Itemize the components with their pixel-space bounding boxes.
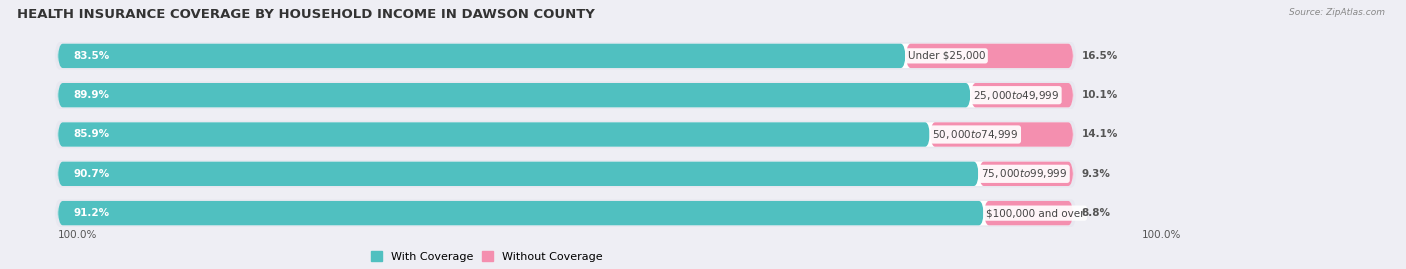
FancyBboxPatch shape [58,44,1073,68]
Text: Source: ZipAtlas.com: Source: ZipAtlas.com [1289,8,1385,17]
FancyBboxPatch shape [55,121,1077,148]
FancyBboxPatch shape [58,162,979,186]
FancyBboxPatch shape [58,44,905,68]
Legend: With Coverage, Without Coverage: With Coverage, Without Coverage [371,252,603,262]
Text: 100.0%: 100.0% [1142,230,1181,240]
FancyBboxPatch shape [58,122,1073,147]
Text: 100.0%: 100.0% [58,230,97,240]
Text: 85.9%: 85.9% [73,129,110,140]
FancyBboxPatch shape [58,83,970,107]
FancyBboxPatch shape [55,82,1077,109]
FancyBboxPatch shape [58,162,1073,186]
Text: $50,000 to $74,999: $50,000 to $74,999 [932,128,1018,141]
Text: 10.1%: 10.1% [1081,90,1118,100]
FancyBboxPatch shape [970,83,1073,107]
FancyBboxPatch shape [905,44,1073,68]
FancyBboxPatch shape [55,42,1077,70]
FancyBboxPatch shape [984,201,1073,225]
Text: 83.5%: 83.5% [73,51,110,61]
Text: $75,000 to $99,999: $75,000 to $99,999 [981,167,1067,180]
Text: 8.8%: 8.8% [1081,208,1111,218]
FancyBboxPatch shape [931,122,1073,147]
Text: 89.9%: 89.9% [73,90,110,100]
Text: 90.7%: 90.7% [73,169,110,179]
Text: $100,000 and over: $100,000 and over [986,208,1084,218]
FancyBboxPatch shape [979,162,1073,186]
FancyBboxPatch shape [55,160,1077,187]
Text: 16.5%: 16.5% [1081,51,1118,61]
FancyBboxPatch shape [55,199,1077,227]
FancyBboxPatch shape [58,201,984,225]
Text: 9.3%: 9.3% [1081,169,1111,179]
FancyBboxPatch shape [58,122,931,147]
Text: 91.2%: 91.2% [73,208,110,218]
FancyBboxPatch shape [58,83,1073,107]
Text: 14.1%: 14.1% [1081,129,1118,140]
Text: HEALTH INSURANCE COVERAGE BY HOUSEHOLD INCOME IN DAWSON COUNTY: HEALTH INSURANCE COVERAGE BY HOUSEHOLD I… [17,8,595,21]
Text: $25,000 to $49,999: $25,000 to $49,999 [973,89,1059,102]
Text: Under $25,000: Under $25,000 [908,51,986,61]
FancyBboxPatch shape [58,201,1073,225]
